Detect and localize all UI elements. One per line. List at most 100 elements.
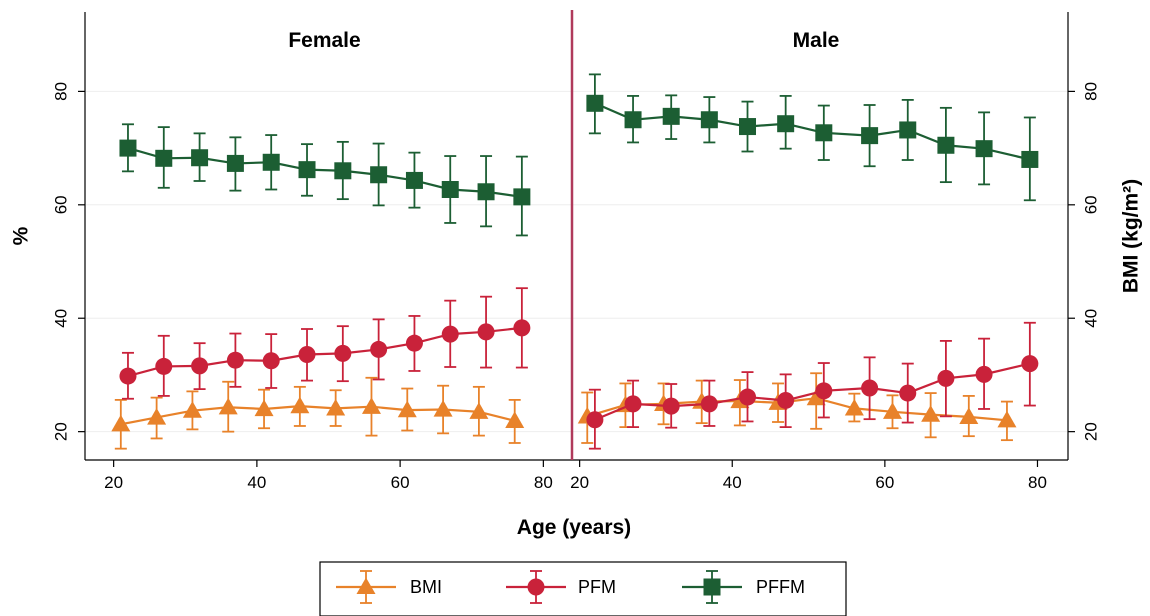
- point-pffm: [975, 140, 993, 158]
- y-tick-label-right: 40: [1081, 309, 1100, 328]
- point-pfm: [477, 323, 495, 341]
- point-pffm: [815, 124, 833, 142]
- point-pfm: [975, 365, 993, 383]
- point-bmi: [147, 407, 167, 425]
- y-tick-label-left: 40: [51, 309, 70, 328]
- point-bmi: [469, 402, 489, 419]
- point-bmi: [505, 411, 525, 428]
- point-bmi: [997, 410, 1017, 428]
- point-pfm: [777, 391, 795, 409]
- point-pffm: [899, 121, 917, 139]
- point-pffm: [405, 171, 423, 189]
- point-bmi: [433, 400, 453, 417]
- y-tick-label-right: 20: [1081, 422, 1100, 441]
- point-pfm: [441, 325, 459, 343]
- point-pffm: [739, 118, 757, 136]
- x-tick-label: 20: [570, 473, 589, 492]
- y-tick-label-left: 20: [51, 422, 70, 441]
- point-pfm: [155, 357, 173, 375]
- point-pffm: [1021, 150, 1039, 168]
- point-pfm: [334, 344, 352, 362]
- point-pfm: [1021, 355, 1039, 373]
- point-pffm: [370, 166, 388, 184]
- point-bmi: [182, 401, 202, 418]
- point-bmi: [921, 405, 941, 422]
- point-pffm: [861, 127, 879, 145]
- point-pffm: [937, 136, 955, 154]
- y-axis-title-right: BMI (kg/m²): [1120, 179, 1143, 293]
- panel-title-female: Female: [288, 29, 360, 52]
- point-pfm: [700, 395, 718, 413]
- point-bmi: [111, 414, 131, 432]
- x-tick-label: 40: [723, 473, 742, 492]
- point-pfm: [298, 346, 316, 364]
- point-pfm: [624, 395, 642, 413]
- point-pfm: [119, 367, 137, 385]
- x-tick-label: 20: [104, 473, 123, 492]
- point-pffm: [477, 183, 495, 201]
- point-pffm: [777, 115, 795, 133]
- point-pffm: [226, 154, 244, 172]
- legend-label-bmi: BMI: [410, 577, 442, 597]
- point-bmi: [397, 400, 417, 418]
- point-pfm: [899, 384, 917, 402]
- point-pfm: [405, 334, 423, 352]
- point-pfm: [861, 379, 879, 397]
- x-tick-label: 40: [247, 473, 266, 492]
- point-bmi: [844, 398, 864, 416]
- point-bmi: [290, 396, 310, 414]
- series-line-bmi-female: [120, 405, 515, 426]
- y-tick-label-left: 60: [51, 195, 70, 214]
- point-pfm: [937, 369, 955, 387]
- x-tick-label: 60: [391, 473, 410, 492]
- series-line-pffm-female: [127, 147, 523, 198]
- point-pffm: [191, 149, 209, 167]
- point-pfm: [226, 351, 244, 369]
- point-pffm: [441, 180, 459, 198]
- point-bmi: [254, 399, 274, 417]
- point-pffm: [262, 153, 280, 171]
- y-tick-label-right: 80: [1081, 82, 1100, 101]
- legend-marker-pfm: [527, 578, 545, 596]
- point-pffm: [334, 162, 352, 180]
- point-bmi: [326, 398, 346, 416]
- point-bmi: [218, 397, 238, 415]
- legend-label-pfm: PFM: [578, 577, 616, 597]
- y-tick-label-right: 60: [1081, 195, 1100, 214]
- point-pfm: [662, 397, 680, 415]
- point-pffm: [586, 94, 604, 112]
- x-tick-label: 60: [875, 473, 894, 492]
- point-pfm: [262, 352, 280, 370]
- point-bmi: [361, 397, 381, 414]
- point-pffm: [298, 161, 316, 179]
- legend-marker-pffm: [703, 578, 721, 596]
- point-pfm: [370, 340, 388, 358]
- point-bmi: [882, 402, 902, 419]
- point-pffm: [119, 139, 137, 157]
- point-pffm: [513, 188, 531, 206]
- legend-marker-bmi: [356, 577, 376, 594]
- point-pffm: [155, 149, 173, 167]
- legend-box: [319, 561, 847, 616]
- y-tick-label-left: 80: [51, 82, 70, 101]
- x-tick-label: 80: [1028, 473, 1047, 492]
- series-line-pfm-male: [594, 362, 1031, 421]
- point-pfm: [513, 319, 531, 337]
- point-pfm: [191, 357, 209, 375]
- point-pffm: [662, 107, 680, 125]
- point-pffm: [624, 111, 642, 129]
- legend: BMI PFM PFFM: [319, 561, 847, 616]
- series-line-bmi-male: [586, 397, 1008, 422]
- point-pfm: [739, 388, 757, 406]
- y-axis-title-left: %: [10, 226, 33, 245]
- legend-label-pffm: PFFM: [756, 577, 805, 597]
- series-line-pfm-female: [127, 326, 522, 378]
- point-pffm: [700, 111, 718, 129]
- x-axis-title: Age (years): [517, 516, 631, 539]
- point-pfm: [815, 382, 833, 400]
- x-tick-label: 80: [534, 473, 553, 492]
- series-line-pffm-male: [594, 102, 1031, 161]
- point-pfm: [586, 411, 604, 429]
